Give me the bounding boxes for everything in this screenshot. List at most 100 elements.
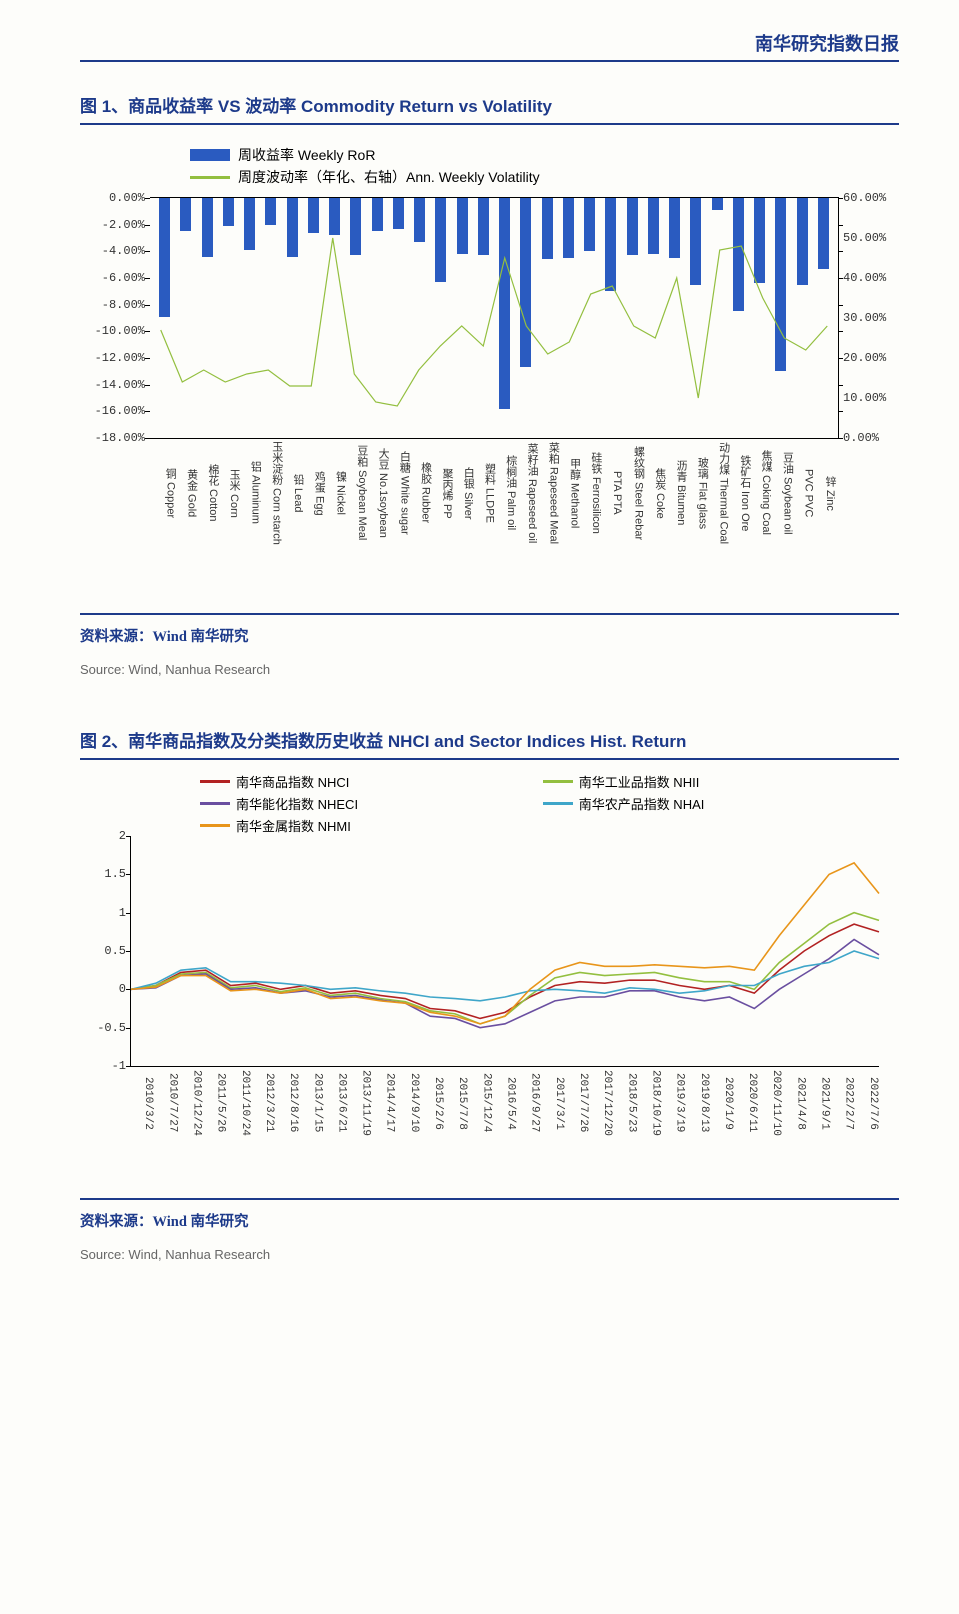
chart2-xlabel: 2022/7/6 bbox=[855, 1070, 879, 1136]
chart1-xlabel: 镍 Nickel bbox=[324, 441, 345, 545]
chart2-xlabel: 2020/1/9 bbox=[710, 1070, 734, 1136]
legend-line-label: 周度波动率（年化、右轴）Ann. Weekly Volatility bbox=[238, 167, 540, 187]
chart1-xlabel: 鸡蛋 Egg bbox=[303, 441, 324, 545]
chart1-xlabels: 铜 Copper黄金 Gold棉花 Cotton玉米 Corn铝 Aluminu… bbox=[150, 441, 839, 545]
chart2-xlabel: 2011/5/26 bbox=[202, 1070, 226, 1136]
chart2-xlabel: 2012/3/21 bbox=[251, 1070, 275, 1136]
chart1-yleft-tick: -2.00% bbox=[80, 218, 145, 232]
chart2-xlabel: 2017/3/1 bbox=[541, 1070, 565, 1136]
chart1-xlabel: PVC PVC bbox=[792, 441, 813, 545]
chart2-xlabel: 2021/4/8 bbox=[782, 1070, 806, 1136]
chart2-xlabel: 2013/6/21 bbox=[323, 1070, 347, 1136]
chart1-xlabel: 棉花 Cotton bbox=[197, 441, 218, 545]
chart2-source-zh: 资料来源：Wind 南华研究 bbox=[80, 1210, 899, 1231]
chart1-xlabel: 黄金 Gold bbox=[175, 441, 196, 545]
chart1-yright-tick: 60.00% bbox=[843, 191, 898, 205]
chart1-yleft-tick: -14.00% bbox=[80, 378, 145, 392]
chart2-source-box: 资料来源：Wind 南华研究 bbox=[80, 1198, 899, 1231]
line-swatch bbox=[543, 802, 573, 805]
chart2-xlabel: 2020/11/10 bbox=[758, 1070, 782, 1136]
chart1-xlabel: PTA PTA bbox=[601, 441, 622, 545]
line-swatch bbox=[200, 824, 230, 827]
chart1-yleft-tick: -6.00% bbox=[80, 271, 145, 285]
chart1-xlabel: 白银 Silver bbox=[452, 441, 473, 545]
chart1-xlabel: 铅 Lead bbox=[282, 441, 303, 545]
chart2-xlabel: 2012/8/16 bbox=[275, 1070, 299, 1136]
chart2-xlabel: 2014/9/10 bbox=[396, 1070, 420, 1136]
chart1-yleft-tick: -4.00% bbox=[80, 244, 145, 258]
chart1-xlabel: 焦煤 Coking Coal bbox=[750, 441, 771, 545]
chart2-ytick: 1 bbox=[86, 906, 126, 920]
chart2-xlabel: 2014/4/17 bbox=[372, 1070, 396, 1136]
chart2-xlabel: 2015/2/6 bbox=[420, 1070, 444, 1136]
chart1-xlabel: 豆粕 Soybean Meal bbox=[346, 441, 367, 545]
chart1-xlabel: 锌 Zinc bbox=[814, 441, 835, 545]
chart1-yright-tick: 50.00% bbox=[843, 231, 898, 245]
chart1-xlabel: 硅铁 Ferrosilicon bbox=[580, 441, 601, 545]
chart1-xlabel: 塑料 LLDPE bbox=[473, 441, 494, 545]
chart1-xlabel: 玻璃 Flat glass bbox=[686, 441, 707, 545]
chart2-xlabel: 2018/10/19 bbox=[637, 1070, 661, 1136]
chart2-xlabel: 2010/7/27 bbox=[154, 1070, 178, 1136]
chart1-xlabel: 橡胶 Rubber bbox=[409, 441, 430, 545]
chart1-xlabel: 白糖 White sugar bbox=[388, 441, 409, 545]
chart1-xlabel: 菜籽油 Rapeseed oil bbox=[516, 441, 537, 545]
chart1-yleft-tick: -18.00% bbox=[80, 431, 145, 445]
legend-series-label: 南华金属指数 NHMI bbox=[236, 816, 351, 835]
chart2-ytick: 1.5 bbox=[86, 867, 126, 881]
chart2-ytick: -0.5 bbox=[86, 1021, 126, 1035]
report-header: 南华研究指数日报 bbox=[80, 30, 899, 56]
chart1-line bbox=[150, 198, 838, 438]
chart1-yright-tick: 30.00% bbox=[843, 311, 898, 325]
legend-series-label: 南华工业品指数 NHII bbox=[579, 772, 700, 791]
chart2-legend: 南华商品指数 NHCI南华工业品指数 NHII南华能化指数 NHECI南华农产品… bbox=[80, 772, 899, 837]
chart1-source-box: 资料来源：Wind 南华研究 bbox=[80, 613, 899, 646]
chart2-xlabel: 2011/10/24 bbox=[227, 1070, 251, 1136]
chart1-xlabel: 玉米淀粉 Corn starch bbox=[260, 441, 281, 545]
chart2-xlabel: 2020/6/11 bbox=[734, 1070, 758, 1136]
chart1-yleft-tick: -8.00% bbox=[80, 298, 145, 312]
chart1-xlabel: 菜粕 Rapeseed Meal bbox=[537, 441, 558, 545]
bar-swatch bbox=[190, 149, 230, 161]
chart1-yleft-tick: -10.00% bbox=[80, 324, 145, 338]
chart2-xlabel: 2016/9/27 bbox=[517, 1070, 541, 1136]
chart1-xlabel: 棕榈油 Palm oil bbox=[495, 441, 516, 545]
chart2-lines bbox=[131, 836, 879, 1066]
chart1-xlabel: 铝 Aluminum bbox=[239, 441, 260, 545]
chart1-xlabel: 铜 Copper bbox=[154, 441, 175, 545]
chart2-xlabel: 2015/12/4 bbox=[468, 1070, 492, 1136]
line-swatch bbox=[190, 176, 230, 179]
chart2-xlabel: 2019/8/13 bbox=[686, 1070, 710, 1136]
line-swatch bbox=[200, 780, 230, 783]
chart1-xlabel: 玉米 Corn bbox=[218, 441, 239, 545]
chart1-yleft-tick: 0.00% bbox=[80, 191, 145, 205]
chart1-xlabel: 聚丙烯 PP bbox=[431, 441, 452, 545]
chart2-xlabel: 2015/7/8 bbox=[444, 1070, 468, 1136]
chart2-xlabel: 2016/5/4 bbox=[492, 1070, 516, 1136]
chart2-source-en: Source: Wind, Nanhua Research bbox=[80, 1247, 899, 1262]
chart2-ytick: 0.5 bbox=[86, 944, 126, 958]
legend-series-label: 南华商品指数 NHCI bbox=[236, 772, 349, 791]
chart2-ytick: 0 bbox=[86, 982, 126, 996]
chart2-title: 图 2、南华商品指数及分类指数历史收益 NHCI and Sector Indi… bbox=[80, 727, 899, 760]
chart2-xlabel: 2013/1/15 bbox=[299, 1070, 323, 1136]
chart2-ytick: -1 bbox=[86, 1059, 126, 1073]
legend-bar-label: 周收益率 Weekly RoR bbox=[238, 145, 375, 165]
chart2-xlabel: 2022/2/7 bbox=[831, 1070, 855, 1136]
chart2: 南华商品指数 NHCI南华工业品指数 NHII南华能化指数 NHECI南华农产品… bbox=[80, 772, 899, 1192]
chart2-xlabel: 2018/5/23 bbox=[613, 1070, 637, 1136]
chart1-xlabel: 焦炭 Coke bbox=[643, 441, 664, 545]
header-rule bbox=[80, 60, 899, 62]
chart1-xlabel: 沥青 Bitumen bbox=[665, 441, 686, 545]
chart1-xlabel: 动力煤 Thermal Coal bbox=[707, 441, 728, 545]
chart1-yright-tick: 0.00% bbox=[843, 431, 898, 445]
page: 南华研究指数日报 图 1、商品收益率 VS 波动率 Commodity Retu… bbox=[0, 0, 959, 1614]
chart1-legend: 周收益率 Weekly RoR 周度波动率（年化、右轴）Ann. Weekly … bbox=[190, 145, 540, 189]
chart2-xlabel: 2010/12/24 bbox=[178, 1070, 202, 1136]
chart1-yright-tick: 10.00% bbox=[843, 391, 898, 405]
chart2-xlabel: 2013/11/19 bbox=[347, 1070, 371, 1136]
legend-series-label: 南华能化指数 NHECI bbox=[236, 794, 358, 813]
chart1-xlabel: 甲醇 Methanol bbox=[558, 441, 579, 545]
chart1-yright-tick: 40.00% bbox=[843, 271, 898, 285]
chart1-source-zh: 资料来源：Wind 南华研究 bbox=[80, 625, 899, 646]
